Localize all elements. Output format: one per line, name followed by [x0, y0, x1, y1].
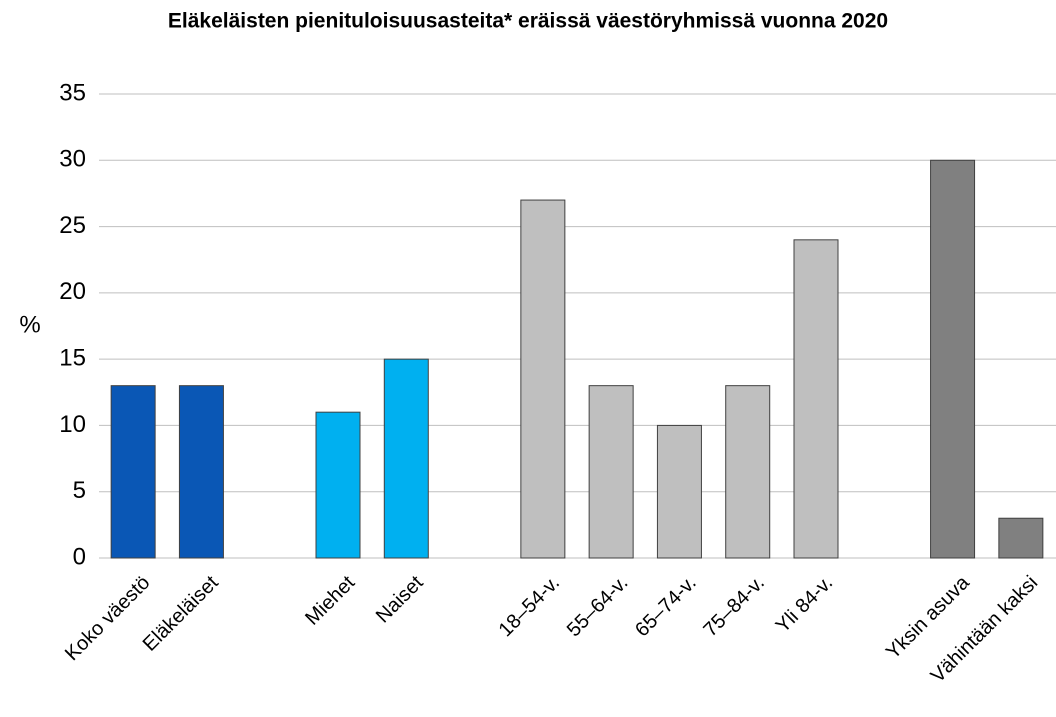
bar	[315, 411, 361, 559]
x-tick-label: Yli 84-v.	[772, 572, 838, 638]
y-tick-label: 20	[59, 278, 86, 305]
y-tick-label: 35	[59, 79, 86, 106]
bar	[110, 385, 156, 559]
bar	[656, 424, 702, 559]
x-tick-label: Naiset	[372, 571, 428, 627]
bar	[588, 385, 634, 559]
y-tick-label: 30	[59, 146, 86, 173]
y-tick-label: 25	[59, 212, 86, 239]
x-tick-label: Miehet	[301, 571, 359, 629]
bar	[383, 358, 429, 559]
bar	[725, 385, 771, 559]
y-tick-label: 5	[73, 477, 86, 504]
x-tick-label: Eläkeläiset	[139, 571, 223, 655]
chart-title: Eläkeläisten pienituloisuusasteita* eräi…	[168, 10, 888, 33]
bar	[520, 199, 566, 559]
x-tick-label: 65–74-v.	[631, 572, 701, 642]
bar	[998, 517, 1044, 559]
x-tick-label: 75–84-v.	[699, 572, 769, 642]
y-tick-label: 0	[73, 543, 86, 570]
x-tick-label: 55–64-v.	[563, 572, 633, 642]
y-tick-label: 15	[59, 344, 86, 371]
bar	[930, 159, 976, 559]
bar	[793, 239, 839, 559]
y-tick-label: 10	[59, 411, 86, 438]
y-axis-label: %	[19, 311, 40, 338]
x-tick-label: 18–54-v.	[495, 572, 565, 642]
bar	[178, 385, 224, 559]
x-tick-label: Koko väestö	[61, 572, 154, 665]
